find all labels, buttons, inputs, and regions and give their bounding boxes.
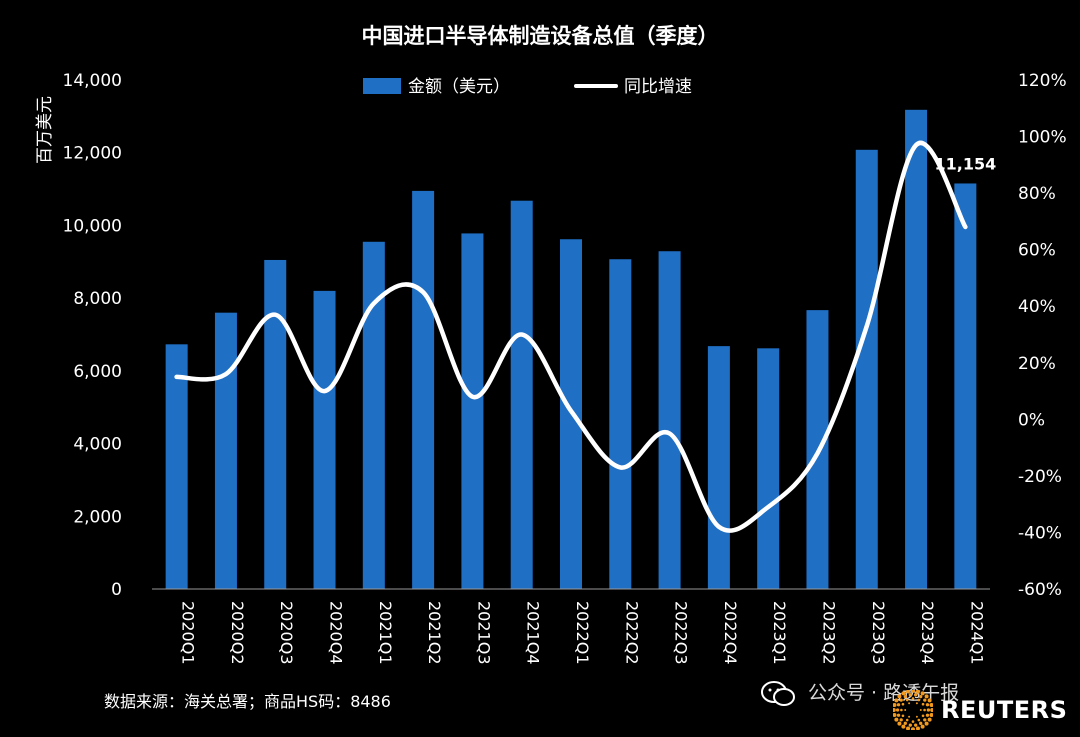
x-tick-label: 2020Q1: [179, 601, 198, 665]
y-tick-label: 0: [111, 580, 122, 600]
bar-2020Q2: [214, 312, 237, 589]
y-tick-label: 2,000: [73, 507, 122, 527]
x-tick-label: 2021Q3: [474, 601, 493, 665]
y-tick-label: 14,000: [63, 71, 122, 91]
y2-tick-label: 0%: [1018, 410, 1045, 430]
y-tick-label: 8,000: [73, 289, 122, 309]
wechat-icon: [761, 681, 795, 706]
x-axis: 2020Q1 2020Q2 2020Q3 2020Q4 2021Q1 2021Q2 2021…: [179, 601, 987, 665]
x-tick-label: 2022Q3: [672, 601, 691, 665]
bar-2024Q1: [954, 183, 977, 590]
x-tick-label: 2022Q2: [622, 601, 641, 665]
y2-tick-label: 40%: [1018, 297, 1056, 317]
brand-name: REUTERS: [941, 696, 1068, 724]
growth-points: [176, 144, 966, 527]
y2-tick-label: 60%: [1018, 241, 1056, 261]
y2-tick-label: 100%: [1018, 128, 1067, 148]
x-tick-label: 2023Q1: [770, 601, 789, 665]
x-tick-label: 2021Q4: [524, 601, 543, 665]
y-tick-label: 12,000: [63, 144, 122, 164]
bar-2021Q3: [461, 233, 484, 590]
x-tick-label: 2023Q3: [869, 601, 888, 665]
y2-tick-label: 120%: [1018, 71, 1067, 91]
y2-tick-label: -60%: [1018, 580, 1062, 600]
y2-tick-label: -20%: [1018, 467, 1062, 487]
y2-tick-label: 80%: [1018, 184, 1056, 204]
bar-2023Q3: [855, 149, 878, 589]
bar-2023Q1: [757, 348, 780, 589]
x-tick-label: 2021Q1: [376, 601, 395, 665]
bar-2020Q4: [313, 290, 336, 589]
legend-swatch-amount: [363, 78, 401, 94]
y2-tick-label: -40%: [1018, 523, 1062, 543]
reuters-brand: REUTERS: [893, 690, 1067, 730]
x-tick-label: 2020Q3: [277, 601, 296, 665]
bar-2022Q4: [707, 346, 730, 589]
reuters-logo-icon: [893, 690, 933, 730]
y2-tick-label: 20%: [1018, 354, 1056, 374]
chart-title: 中国进口半导体制造设备总值（季度）: [362, 24, 719, 48]
x-tick-label: 2022Q4: [721, 601, 740, 665]
x-tick-label: 2023Q4: [918, 601, 937, 665]
x-tick-label: 2020Q2: [228, 601, 247, 665]
bar-2022Q3: [658, 251, 681, 590]
legend-label-amount: 金额（美元）: [408, 77, 510, 97]
x-tick-label: 2024Q1: [967, 601, 986, 665]
bar-2023Q4: [905, 109, 928, 589]
bar-2021Q1: [362, 241, 385, 589]
y-tick-label: 10,000: [63, 216, 122, 236]
x-tick-label: 2023Q2: [819, 601, 838, 665]
bar-series: [165, 109, 977, 590]
growth-line: [174, 140, 968, 533]
legend: 金额（美元） 同比增速: [363, 77, 692, 97]
data-label: 11,154: [934, 154, 996, 173]
chart: 中国进口半导体制造设备总值（季度） 金额（美元） 同比增速 百万美元 0 2,00…: [35, 24, 1067, 665]
bar-2020Q1: [165, 344, 188, 589]
y-axis-left: 0 2,000 4,000 6,000 8,000 10,000 12,000 14,000: [63, 71, 122, 600]
bar-2021Q2: [412, 190, 435, 589]
bar-2020Q3: [264, 259, 287, 589]
bar-2022Q2: [609, 259, 632, 589]
x-tick-label: 2021Q2: [425, 601, 444, 665]
bar-2021Q4: [510, 200, 533, 589]
y-tick-label: 6,000: [73, 362, 122, 382]
y-axis-right: -60% -40% -20% 0% 20% 40% 60% 80% 100% 120%: [1018, 71, 1067, 600]
wechat-account-label: 公众号 · 路透午报: [808, 682, 960, 704]
y-axis-label: 百万美元: [35, 96, 55, 164]
source-note: 数据来源：海关总署；商品HS码：8486: [104, 692, 391, 711]
x-tick-label: 2022Q1: [573, 601, 592, 665]
annotations: 11,154: [934, 154, 996, 173]
x-tick-label: 2020Q4: [327, 601, 346, 665]
y-tick-label: 4,000: [73, 435, 122, 455]
legend-label-growth: 同比增速: [624, 77, 692, 97]
